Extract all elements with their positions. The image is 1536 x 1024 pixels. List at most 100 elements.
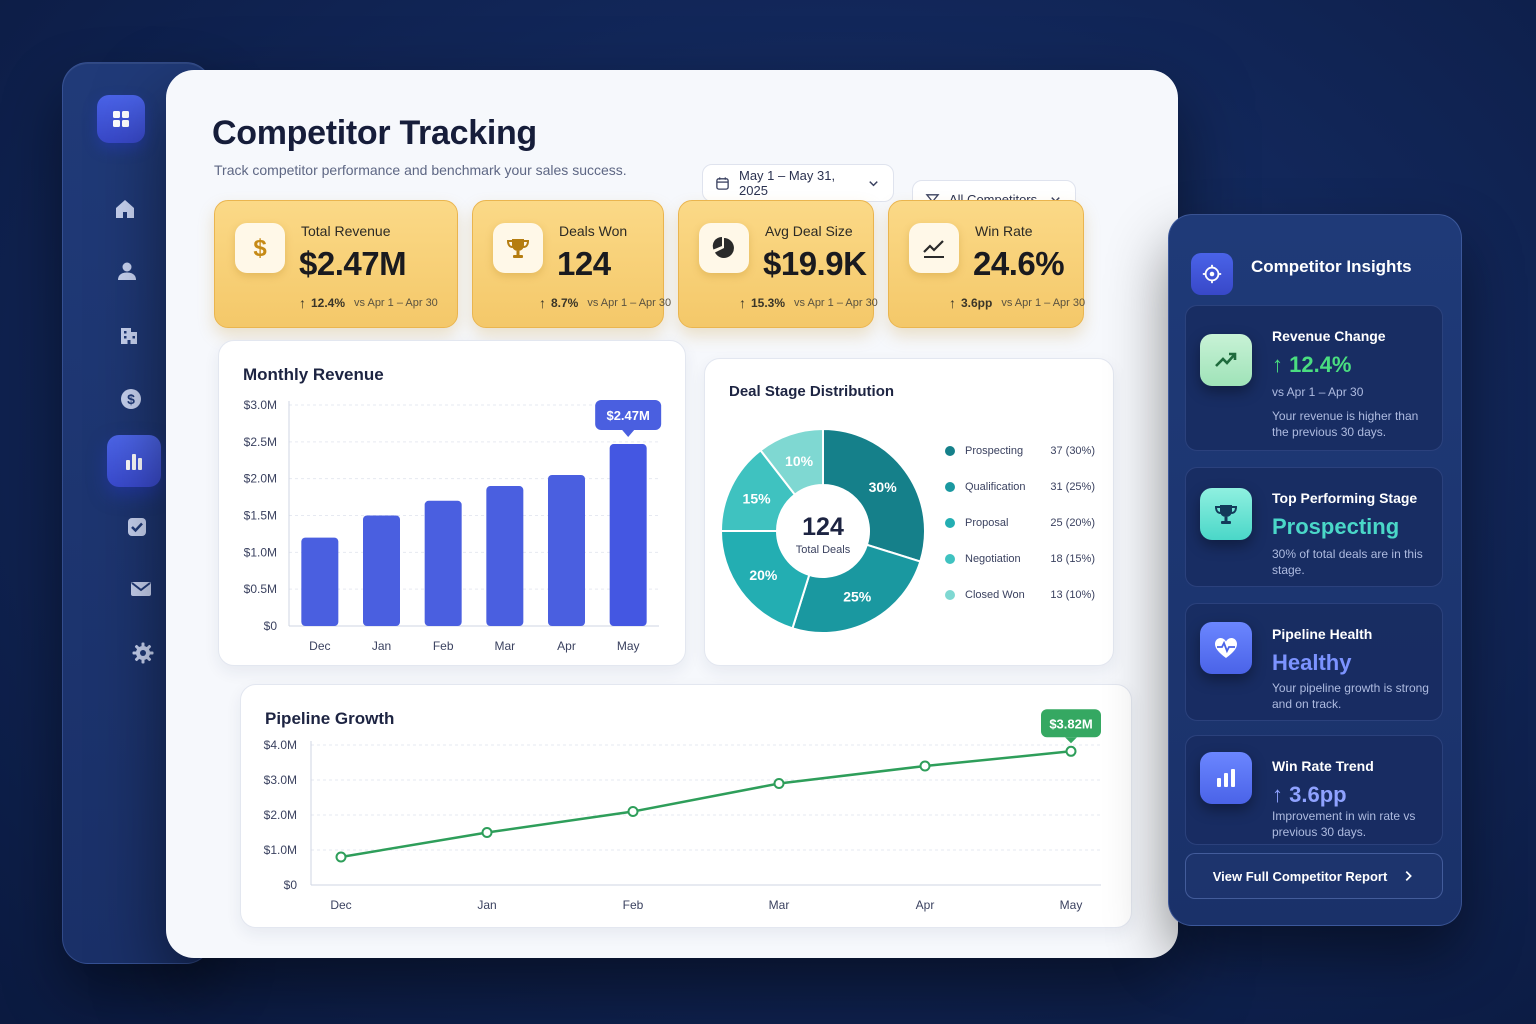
legend-value: 13 (10%)	[1050, 589, 1095, 601]
checkbox-icon	[128, 518, 146, 536]
x-tick-label: Dec	[309, 639, 330, 653]
insight-card-pipeline-health[interactable]: Pipeline Health Healthy Your pipeline gr…	[1185, 603, 1443, 721]
insight-value: ↑ 12.4%	[1272, 352, 1352, 377]
legend-label: Proposal	[965, 517, 1009, 529]
kpi-delta-value: 15.3%	[751, 296, 786, 310]
insight-card-win-rate-trend[interactable]: Win Rate Trend ↑ 3.6pp Improvement in wi…	[1185, 735, 1443, 845]
monthly-revenue-chart: $3.0M $2.5M $2.0M $1.5M $1.0M $0.5M $0 Dec Jan Fe…	[244, 398, 662, 653]
insight-icon	[1200, 488, 1252, 540]
donut-center-value: 124	[802, 513, 844, 541]
legend-label: Prospecting	[965, 445, 1024, 457]
dollar-icon: $	[121, 389, 141, 409]
kpi-delta: ↑ 12.4% vs Apr 1 – Apr 30	[299, 295, 438, 311]
chevron-down-icon	[869, 180, 878, 186]
callout-badge	[1041, 709, 1101, 738]
kpi-value: $2.47M	[299, 245, 407, 282]
insight-card-top-stage[interactable]: Top Performing Stage Prospecting 30% of …	[1185, 467, 1443, 587]
kpi-delta: ↑ 15.3% vs Apr 1 – Apr 30	[739, 295, 878, 311]
x-tick-label: Apr	[916, 898, 935, 912]
sidebar-item-tasks[interactable]	[113, 503, 161, 551]
kpi-icon: $	[235, 223, 285, 273]
date-range-value: May 1 – May 31, 2025	[739, 168, 836, 198]
bar-chart-icon	[1217, 769, 1235, 787]
svg-text:$: $	[253, 235, 267, 261]
slice-label: 20%	[749, 567, 778, 583]
grid-icon	[113, 111, 129, 127]
donut-slice	[822, 427, 926, 563]
legend-label: Closed Won	[965, 589, 1025, 601]
kpi-card-total-revenue[interactable]: $ Total Revenue $2.47M ↑ 12.4% vs Apr 1 – …	[214, 200, 458, 328]
chevron-right-icon	[1405, 871, 1413, 881]
pipeline-growth-chart: $4.0M $3.0M $2.0M $1.0M $0 Dec Jan Feb Mar Apr May…	[264, 709, 1101, 912]
sidebar-item-companies[interactable]	[105, 311, 153, 359]
kpi-delta: ↑ 8.7% vs Apr 1 – Apr 30	[539, 295, 671, 311]
kpi-icon	[699, 223, 749, 273]
legend-label: Negotiation	[965, 553, 1021, 565]
kpi-period: vs Apr 1 – Apr 30	[587, 297, 672, 309]
callout-label: $3.82M	[1049, 716, 1092, 731]
kpi-icon	[909, 223, 959, 273]
main-panel: Competitor Tracking Track competitor per…	[166, 70, 1178, 958]
y-tick-label: $0	[264, 619, 278, 633]
svg-text:$: $	[127, 391, 135, 407]
card-title: Monthly Revenue	[243, 365, 384, 384]
kpi-card-deals-won[interactable]: Deals Won 124 ↑ 8.7% vs Apr 1 – Apr 30	[472, 200, 671, 328]
slice-label: 15%	[743, 490, 772, 506]
insight-value: ↑ 3.6pp	[1272, 782, 1347, 807]
data-point	[335, 851, 347, 863]
insights-title: Competitor Insights	[1251, 257, 1412, 276]
insight-value: Prospecting	[1272, 514, 1400, 539]
legend-item: Closed Won 13 (10%)	[945, 589, 1095, 601]
mail-icon	[131, 582, 151, 596]
data-point	[919, 760, 931, 772]
callout-label: $2.47M	[606, 408, 649, 423]
trend-icon	[923, 240, 944, 258]
legend-value: 31 (25%)	[1050, 481, 1095, 493]
sidebar-item-messages[interactable]	[117, 565, 165, 613]
kpi-label: Deals Won	[559, 223, 628, 239]
card-title: Pipeline Growth	[265, 709, 395, 728]
legend-value: 18 (15%)	[1050, 553, 1095, 565]
kpi-icon	[493, 223, 543, 273]
bar	[609, 444, 647, 626]
slice-label: 25%	[843, 589, 872, 605]
insight-description: Your pipeline growth is strong and on tr…	[1272, 681, 1429, 711]
app-logo-button[interactable]	[97, 95, 145, 143]
x-tick-label: Mar	[769, 898, 790, 912]
sidebar-item-users[interactable]	[103, 247, 151, 295]
legend-item: Prospecting 37 (30%)	[945, 445, 1095, 457]
y-tick-label: $3.0M	[244, 398, 277, 412]
kpi-period: vs Apr 1 – Apr 30	[794, 297, 878, 309]
arrow-up-icon: ↑	[539, 295, 546, 311]
user-icon	[118, 262, 136, 280]
competitor-insights-panel: Competitor Insights Revenue Change ↑ 12.…	[1168, 214, 1462, 926]
legend-swatch	[945, 590, 955, 600]
insight-card-revenue-change[interactable]: Revenue Change ↑ 12.4% vs Apr 1 – Apr 30…	[1185, 305, 1443, 451]
bar	[486, 486, 524, 626]
arrow-up-icon: ↑	[949, 295, 956, 311]
kpi-value: 124	[557, 245, 611, 282]
sidebar-item-home[interactable]	[101, 185, 149, 233]
view-full-report-button[interactable]: View Full Competitor Report	[1185, 853, 1443, 899]
sidebar-item-analytics[interactable]	[107, 435, 161, 487]
home-icon	[116, 200, 134, 218]
slice-label: 10%	[785, 453, 814, 469]
y-tick-label: $1.5M	[244, 509, 277, 523]
kpi-delta: ↑ 3.6pp vs Apr 1 – Apr 30	[949, 295, 1085, 311]
x-tick-label: May	[1060, 898, 1083, 912]
kpi-card-avg-deal-size[interactable]: Avg Deal Size $19.9K ↑ 15.3% vs Apr 1 – Ap…	[678, 200, 878, 328]
pie-icon	[712, 236, 734, 258]
x-tick-label: Feb	[623, 898, 644, 912]
date-range-picker[interactable]: May 1 – May 31, 2025	[702, 164, 894, 202]
kpi-card-win-rate[interactable]: Win Rate 24.6% ↑ 3.6pp vs Apr 1 – Apr 30	[888, 200, 1085, 328]
sidebar-item-sales[interactable]: $	[107, 375, 155, 423]
y-tick-label: $0.5M	[244, 582, 277, 596]
kpi-period: vs Apr 1 – Apr 30	[1001, 297, 1086, 309]
sidebar-item-settings[interactable]	[119, 629, 167, 677]
insight-description: Improvement in win rate vs previous 30 d…	[1272, 809, 1416, 839]
y-tick-label: $2.5M	[244, 435, 277, 449]
y-tick-label: $1.0M	[264, 843, 297, 857]
y-tick-label: $2.0M	[244, 472, 277, 486]
trophy-icon	[1214, 505, 1238, 524]
trend-up-icon	[1215, 352, 1237, 367]
